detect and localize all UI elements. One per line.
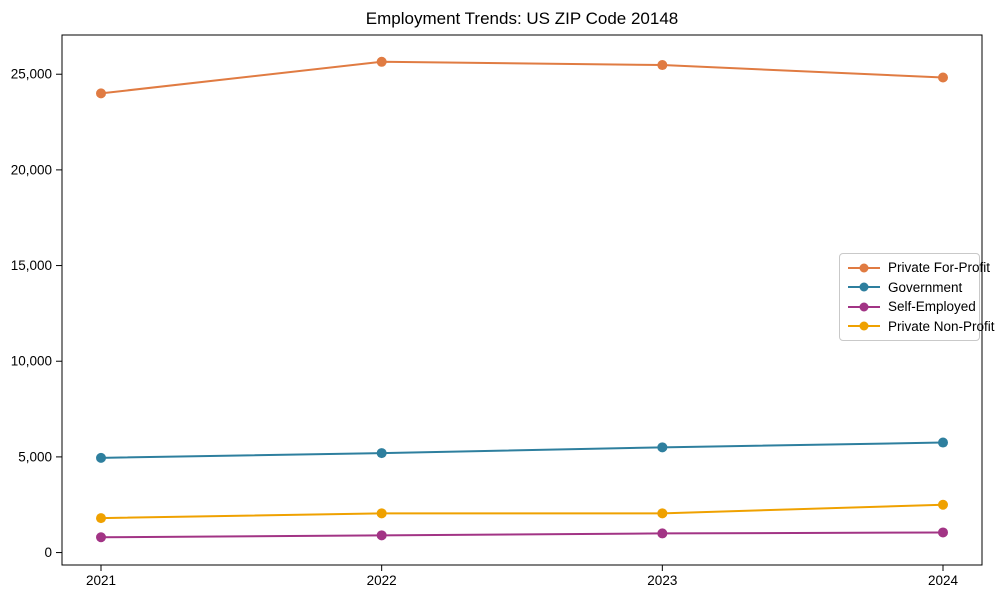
data-point-self-employed-2023 — [657, 528, 668, 539]
y-tick-label: 15,000 — [11, 258, 52, 273]
y-tick-label: 20,000 — [11, 162, 52, 177]
legend-marker-icon — [848, 302, 880, 312]
legend-marker-icon — [848, 321, 880, 331]
y-tick-label: 25,000 — [11, 67, 52, 82]
data-point-private-non-profit-2023 — [657, 508, 668, 519]
x-tick-label: 2023 — [647, 573, 677, 588]
legend-label: Self-Employed — [888, 299, 976, 314]
data-point-government-2021 — [96, 452, 106, 463]
x-tick-label: 2022 — [367, 573, 397, 588]
x-tick-label: 2024 — [928, 573, 959, 588]
data-point-self-employed-2024 — [938, 527, 948, 538]
legend-label: Private For-Profit — [888, 260, 991, 275]
data-point-private-for-profit-2022 — [376, 56, 387, 67]
legend-item-private-for-profit: Private For-Profit — [847, 259, 990, 277]
data-point-private-non-profit-2021 — [96, 513, 106, 524]
legend: Private For-Profit Government Self-Employe… — [839, 253, 995, 341]
data-point-self-employed-2022 — [376, 530, 387, 541]
series-line-self-employed — [100, 531, 944, 539]
legend-label: Private Non-Profit — [888, 318, 995, 334]
data-point-government-2024 — [938, 437, 948, 448]
data-point-private-for-profit-2024 — [938, 72, 948, 83]
y-tick-label: 5,000 — [18, 449, 52, 464]
data-point-self-employed-2021 — [96, 532, 106, 543]
data-point-private-non-profit-2022 — [376, 508, 387, 519]
series-line-government — [100, 441, 944, 459]
legend-item-self-employed: Self-Employed — [847, 298, 976, 316]
legend-marker-icon — [848, 263, 880, 273]
x-tick-label: 2021 — [86, 573, 116, 588]
series-line-private-non-profit — [100, 503, 944, 520]
chart-title: Employment Trends: US ZIP Code 20148 — [365, 9, 679, 28]
legend-item-private-non-profit: Private Non-Profit — [847, 317, 995, 335]
data-point-private-for-profit-2021 — [96, 88, 106, 99]
y-tick-label: 0 — [44, 545, 52, 560]
legend-marker-icon — [848, 282, 880, 292]
y-tick-label: 10,000 — [11, 354, 52, 369]
data-point-private-non-profit-2024 — [938, 499, 948, 510]
plot-frame — [61, 34, 983, 566]
data-point-government-2023 — [657, 442, 668, 453]
data-point-private-for-profit-2023 — [657, 60, 668, 71]
series-line-private-for-profit — [100, 60, 944, 95]
legend-item-government: Government — [847, 278, 975, 296]
data-point-government-2022 — [376, 448, 387, 459]
legend-label: Government — [888, 279, 963, 295]
